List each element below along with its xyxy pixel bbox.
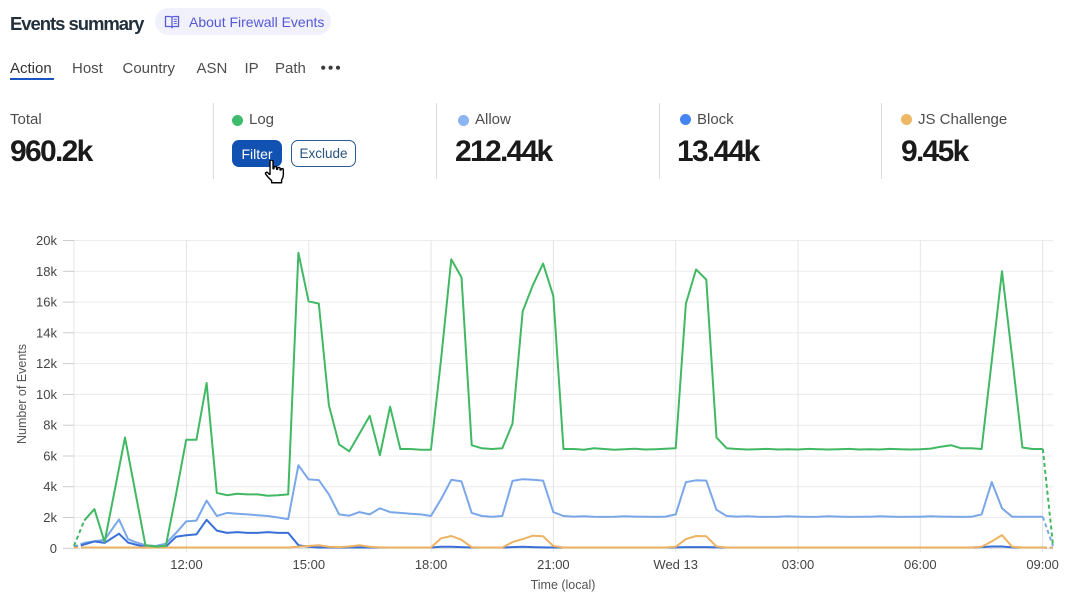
svg-text:0: 0 — [50, 541, 57, 556]
svg-text:4k: 4k — [43, 479, 57, 494]
svg-text:6k: 6k — [43, 449, 57, 464]
svg-text:10k: 10k — [36, 387, 57, 402]
svg-text:09:00: 09:00 — [1026, 557, 1059, 572]
svg-text:03:00: 03:00 — [782, 557, 815, 572]
svg-text:20k: 20k — [36, 233, 57, 248]
svg-text:16k: 16k — [36, 295, 57, 310]
svg-text:Wed 13: Wed 13 — [653, 557, 698, 572]
svg-text:18k: 18k — [36, 264, 57, 279]
svg-text:15:00: 15:00 — [293, 557, 326, 572]
svg-text:12k: 12k — [36, 356, 57, 371]
svg-text:12:00: 12:00 — [170, 557, 203, 572]
svg-text:14k: 14k — [36, 325, 57, 340]
svg-text:Time (local): Time (local) — [531, 578, 596, 592]
svg-text:21:00: 21:00 — [537, 557, 570, 572]
svg-text:Number of Events: Number of Events — [15, 344, 29, 444]
svg-text:06:00: 06:00 — [904, 557, 937, 572]
svg-text:2k: 2k — [43, 510, 57, 525]
svg-text:8k: 8k — [43, 418, 57, 433]
svg-text:18:00: 18:00 — [415, 557, 448, 572]
